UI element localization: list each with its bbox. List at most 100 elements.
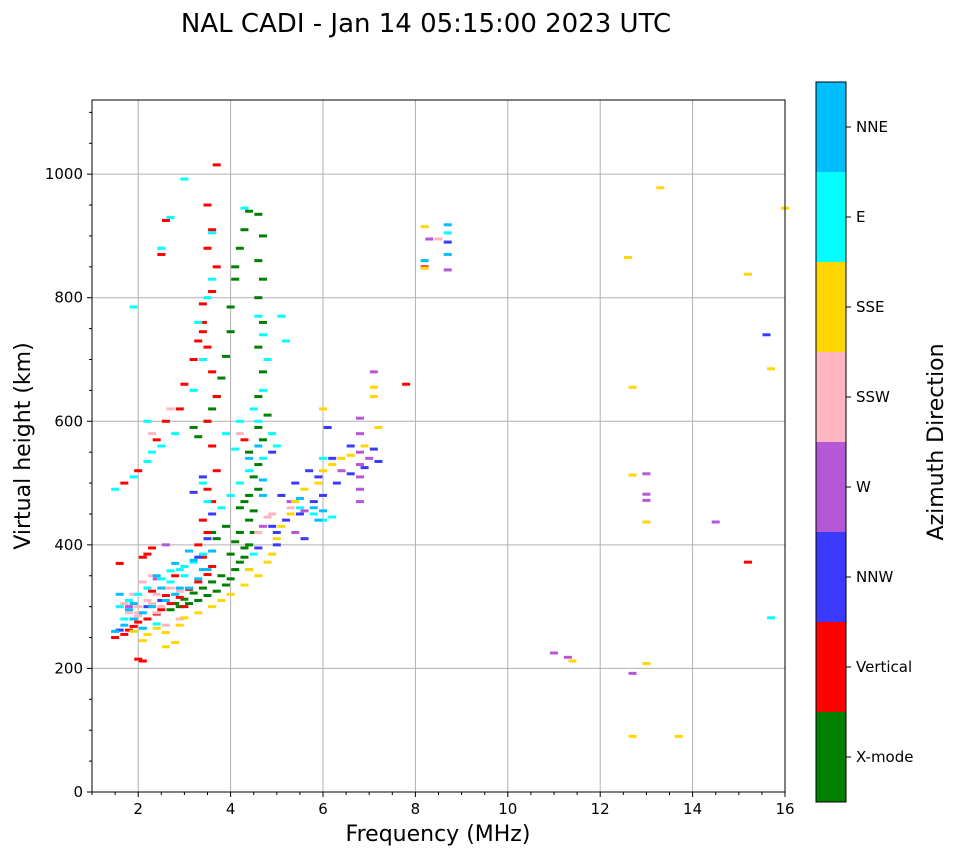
data-point: [245, 518, 254, 522]
data-point: [254, 419, 263, 423]
colorbar-label: E: [856, 208, 865, 226]
x-tick-label: 12: [591, 800, 610, 818]
data-point: [194, 577, 203, 581]
data-point: [314, 481, 323, 485]
data-point: [161, 594, 170, 598]
data-point: [249, 509, 258, 513]
data-point: [171, 592, 180, 596]
data-point: [268, 552, 277, 556]
data-point: [138, 580, 147, 584]
colorbar-label: X-mode: [856, 748, 913, 766]
data-point: [231, 265, 240, 269]
data-point: [171, 561, 180, 565]
data-point: [166, 602, 175, 606]
colorbar-label: SSE: [856, 298, 885, 316]
data-point: [198, 552, 207, 556]
data-point: [443, 268, 452, 272]
data-point: [235, 419, 244, 423]
data-point: [208, 564, 217, 568]
data-point: [240, 583, 249, 587]
data-point: [226, 330, 235, 334]
data-point: [189, 560, 198, 564]
data-point: [221, 524, 230, 528]
data-point: [152, 622, 161, 626]
colorbar-segment: [816, 442, 846, 532]
data-point: [208, 512, 217, 516]
data-point: [762, 333, 771, 337]
data-point: [157, 598, 166, 602]
data-point: [148, 602, 157, 606]
data-point: [258, 456, 267, 460]
data-point: [212, 395, 221, 399]
data-point: [208, 228, 217, 232]
data-point: [744, 560, 753, 564]
data-point: [235, 432, 244, 436]
colorbar-segment: [816, 172, 846, 262]
data-point: [152, 592, 161, 596]
data-point: [217, 376, 226, 380]
data-point: [337, 456, 346, 460]
data-point: [346, 453, 355, 457]
y-tick-label: 1000: [45, 165, 83, 183]
data-point: [231, 568, 240, 572]
data-point: [674, 734, 683, 738]
data-point: [369, 385, 378, 389]
data-point: [319, 518, 327, 522]
data-point: [134, 614, 143, 618]
data-point: [175, 589, 184, 593]
data-point: [194, 611, 203, 615]
data-point: [563, 655, 572, 659]
data-point: [245, 493, 254, 497]
data-point: [314, 518, 323, 522]
data-point: [245, 568, 254, 572]
data-point: [166, 608, 175, 612]
data-point: [129, 624, 138, 628]
data-point: [194, 435, 203, 439]
data-point: [623, 256, 632, 260]
data-point: [254, 212, 263, 216]
data-point: [152, 611, 161, 615]
data-point: [194, 543, 203, 547]
data-point: [115, 605, 124, 609]
data-point: [198, 358, 207, 361]
data-point: [355, 475, 364, 479]
y-axis-label: Virtual height (km): [11, 342, 36, 549]
data-point: [374, 459, 383, 463]
data-point: [129, 475, 138, 479]
data-point: [198, 475, 207, 479]
data-point: [365, 456, 374, 460]
data-point: [134, 605, 143, 609]
data-point: [346, 472, 355, 476]
series-nne: [111, 223, 452, 633]
data-point: [148, 546, 157, 550]
plot-grid: [92, 100, 786, 793]
data-point: [161, 623, 170, 627]
data-point: [124, 611, 133, 615]
data-point: [254, 531, 263, 534]
data-point: [369, 370, 378, 374]
data-point: [157, 246, 166, 250]
data-point: [198, 302, 207, 306]
data-point: [272, 537, 281, 541]
data-point: [272, 543, 281, 547]
data-point: [254, 574, 263, 578]
data-point: [240, 438, 249, 442]
data-point: [198, 320, 207, 324]
data-point: [295, 506, 304, 510]
x-tick-label: 2: [133, 800, 143, 818]
data-point: [254, 395, 263, 399]
data-point: [711, 520, 720, 524]
data-point: [189, 490, 198, 494]
data-point: [277, 314, 286, 318]
data-point: [263, 358, 272, 361]
data-point: [268, 524, 277, 528]
data-point: [175, 407, 184, 411]
data-point: [277, 493, 286, 497]
data-point: [355, 500, 364, 504]
x-tick-label: 10: [498, 800, 517, 818]
data-point: [443, 223, 452, 227]
data-point: [268, 450, 277, 454]
data-point: [120, 602, 129, 606]
series-nnw: [115, 240, 771, 632]
